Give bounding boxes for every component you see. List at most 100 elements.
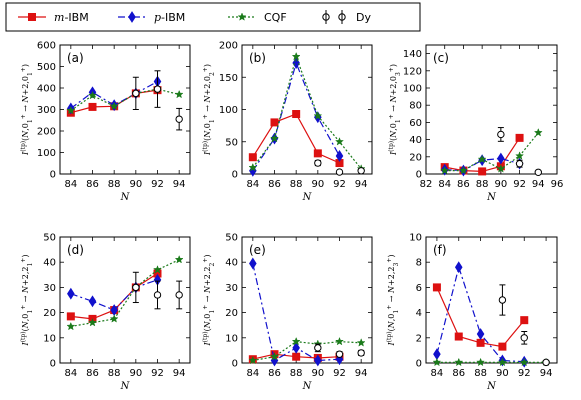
x-tick-label: 90 xyxy=(494,179,507,190)
series-CQF xyxy=(440,128,543,175)
x-tick-label: 84 xyxy=(64,368,77,379)
data-point xyxy=(357,349,365,357)
data-point xyxy=(66,312,75,321)
data-point xyxy=(335,137,344,146)
data-point xyxy=(291,336,301,346)
x-tick-label: 84 xyxy=(246,368,259,379)
panel-label: (c) xyxy=(433,51,449,65)
x-tick-label: 88 xyxy=(290,368,303,379)
y-tick-label: 10 xyxy=(43,333,56,344)
data-point xyxy=(66,105,76,115)
panel-b: 84 86 88 90 92 94 0 50 100 150 200 (b) N I(tp)(N,01+ … xyxy=(202,41,373,203)
y-tick-label: 60 xyxy=(409,118,422,129)
legend-item-pIBM: p-IBM xyxy=(118,11,185,24)
y-tick-label: 100 xyxy=(37,148,56,159)
panel-label: (e) xyxy=(249,243,266,257)
y-axis-label: I(tp)(N,01+ → N+2,22+) xyxy=(202,255,216,347)
data-point xyxy=(497,152,505,165)
data-point xyxy=(520,316,529,325)
legend-item-Dy: Dy xyxy=(322,10,371,24)
x-axis-label: N xyxy=(302,192,313,203)
x-tick-label: 86 xyxy=(86,368,99,379)
series-Dy xyxy=(497,127,542,176)
x-tick-label: 94 xyxy=(532,179,545,190)
x-tick-label: 86 xyxy=(452,368,465,379)
x-axis-label: N xyxy=(486,192,497,203)
y-tick-label: 10 xyxy=(409,233,422,244)
data-point xyxy=(314,354,322,367)
x-tick-label: 94 xyxy=(173,179,186,190)
data-point xyxy=(458,165,468,175)
y-tick-label: 80 xyxy=(409,101,422,112)
y-tick-label: 500 xyxy=(37,62,56,73)
panel-label: (b) xyxy=(249,51,266,65)
y-axis-label: I(tp)(N,01+ → N+2,03+) xyxy=(388,64,402,156)
data-point xyxy=(519,357,529,367)
data-point xyxy=(292,352,301,361)
legend-marker xyxy=(28,13,36,21)
x-tick-label: 86 xyxy=(268,179,281,190)
data-point xyxy=(109,314,119,323)
plot-frame xyxy=(241,44,373,175)
series-line xyxy=(252,54,362,170)
series-line xyxy=(70,88,180,112)
legend-label: Dy xyxy=(356,11,371,24)
x-tick-label: 94 xyxy=(540,368,553,379)
x-axis-label: N xyxy=(486,381,497,392)
legend-marker xyxy=(128,11,136,23)
y-tick-label: 200 xyxy=(219,41,238,52)
legend-label: CQF xyxy=(264,11,287,24)
legend-frame xyxy=(5,2,421,32)
data-point xyxy=(88,295,97,308)
x-tick-label: 92 xyxy=(151,368,164,379)
legend-label: p-IBM xyxy=(154,11,185,24)
y-tick-label: 200 xyxy=(37,127,56,138)
y-axis-label: I(tp)(N,01+ → N+2,21+) xyxy=(20,255,34,347)
y-tick-label: 6 xyxy=(416,283,422,294)
x-tick-label: 92 xyxy=(151,179,164,190)
data-point xyxy=(357,167,365,175)
x-tick-label: 92 xyxy=(333,368,346,379)
data-point xyxy=(498,296,507,304)
panel-a: 84 86 88 90 92 94 0 100 200 300 400 500 600 (a) N I(tp)… xyxy=(20,41,191,203)
series-pIBM xyxy=(67,273,162,317)
x-tick-label: 86 xyxy=(86,179,99,190)
plot-frame xyxy=(425,44,558,175)
x-axis-label: N xyxy=(302,381,313,392)
data-point xyxy=(515,151,525,160)
y-tick-label: 8 xyxy=(416,258,422,269)
y-tick-label: 40 xyxy=(409,135,422,146)
data-point xyxy=(175,115,183,123)
series-Dy xyxy=(314,343,365,358)
y-tick-label: 300 xyxy=(37,105,56,116)
data-point xyxy=(88,318,97,327)
data-point xyxy=(454,357,464,367)
data-point xyxy=(270,352,279,361)
data-point xyxy=(542,358,550,367)
data-point xyxy=(153,291,162,299)
x-tick-label: 84 xyxy=(246,179,259,190)
y-tick-label: 100 xyxy=(219,105,238,116)
data-point xyxy=(132,89,140,98)
x-tick-label: 84 xyxy=(431,368,444,379)
data-point xyxy=(476,328,485,340)
legend-marker xyxy=(237,12,247,21)
y-axis-label: I(tp)(N,01+ → N+2,02+) xyxy=(202,64,216,156)
y-tick-label: 0 xyxy=(416,170,422,181)
data-point xyxy=(313,111,323,120)
series-line xyxy=(70,80,158,109)
x-axis-label: N xyxy=(120,381,131,392)
data-point xyxy=(476,357,486,367)
y-tick-label: 0 xyxy=(50,170,56,181)
series-mIBM xyxy=(248,110,344,168)
panel-e: 84 86 88 90 92 94 0 10 20 30 40 50 (e) N I(tp)(N,01+ →… xyxy=(202,233,373,392)
data-point xyxy=(66,321,76,331)
data-point xyxy=(498,342,507,351)
data-point xyxy=(291,51,301,61)
data-point xyxy=(248,153,257,162)
data-point xyxy=(356,338,366,347)
data-point xyxy=(497,357,507,367)
x-tick-label: 84 xyxy=(64,179,77,190)
data-point xyxy=(67,287,75,300)
data-point xyxy=(153,265,162,274)
